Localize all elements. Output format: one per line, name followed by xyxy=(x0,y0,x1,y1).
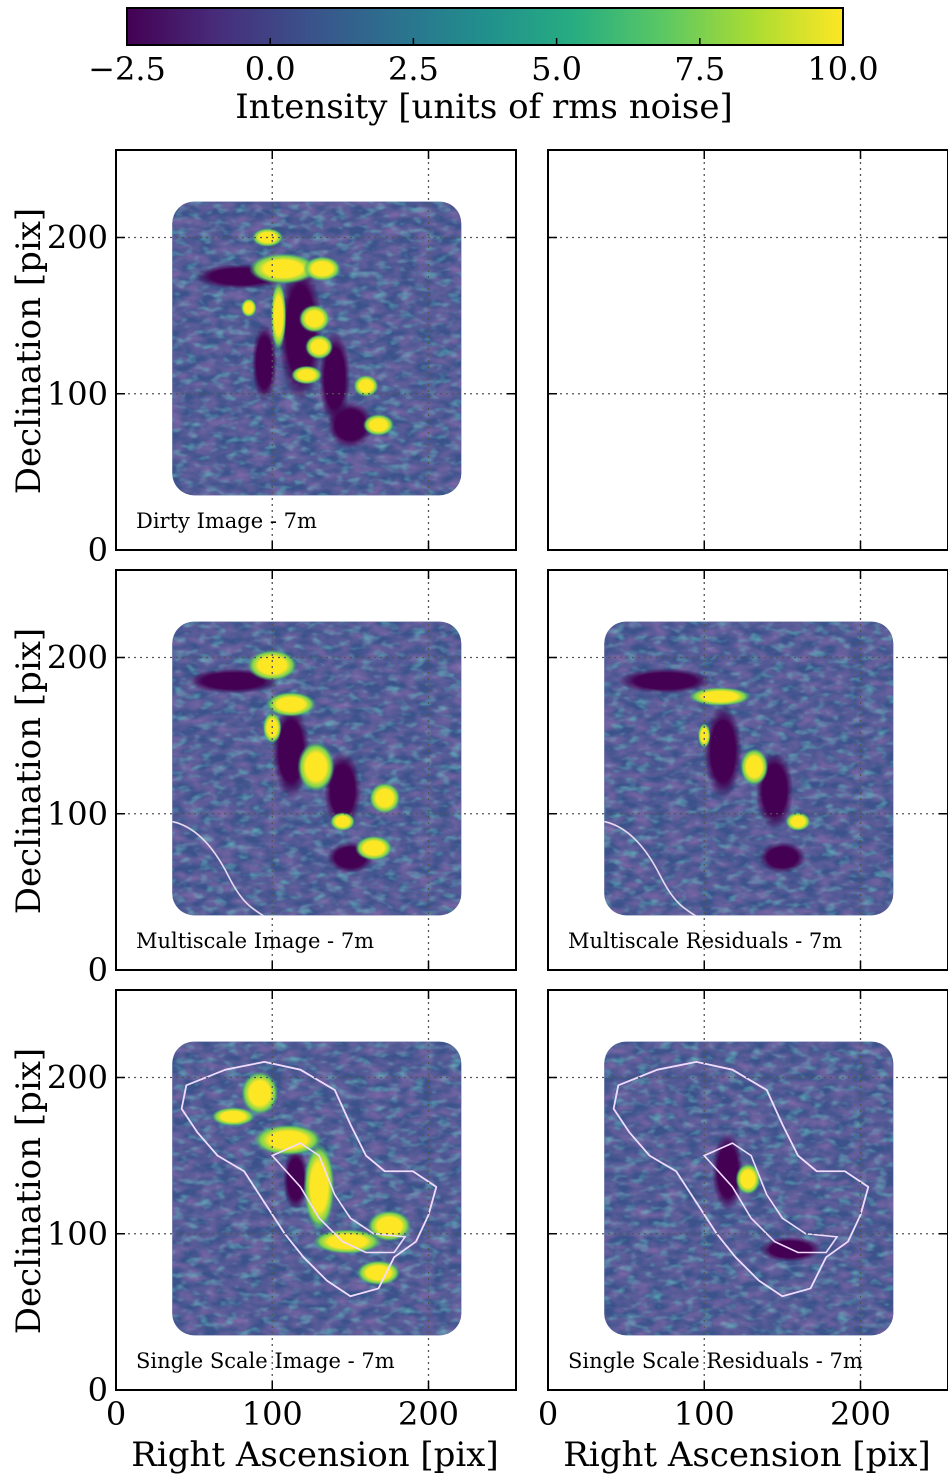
bright-feature xyxy=(735,1163,761,1195)
panel-6: 0 100 200 Single Scale Residuals - 7m xyxy=(538,989,948,1433)
panel-3: 0 100 200 Multiscale Image - 7m xyxy=(47,569,517,989)
panel-image xyxy=(172,201,462,496)
colorbar-tick-label: 7.5 xyxy=(674,50,725,88)
y-axis-label-row-1: Declination [pix] xyxy=(9,208,49,494)
bright-feature xyxy=(740,748,769,786)
panel-label: Dirty Image - 7m xyxy=(136,509,317,533)
colorbar-tick-label: 0.0 xyxy=(245,50,296,88)
contour-mask xyxy=(180,1060,438,1298)
x-tick-label: 0 xyxy=(106,1395,126,1433)
dark-feature xyxy=(758,841,806,874)
bright-feature xyxy=(211,1107,256,1126)
colorbar-gradient xyxy=(126,7,844,46)
bright-feature xyxy=(291,365,323,385)
panel-frame xyxy=(115,989,517,1391)
bright-feature xyxy=(688,687,752,706)
x-tick-label: 0 xyxy=(538,1395,558,1433)
panel-4: Multiscale Residuals - 7m xyxy=(547,569,948,971)
bright-feature xyxy=(369,782,401,814)
bright-feature xyxy=(353,375,379,397)
panel-image xyxy=(604,1041,894,1336)
colorbar-ticks: −2.5 0.0 2.5 5.0 7.5 10.0 xyxy=(88,38,879,88)
panel-frame xyxy=(547,149,948,551)
contour-line xyxy=(604,820,701,916)
bright-feature xyxy=(241,298,257,318)
dark-feature xyxy=(704,704,742,799)
panel-label: Single Scale Image - 7m xyxy=(136,1349,395,1373)
y-tick-label: 100 xyxy=(47,1215,108,1253)
bright-feature xyxy=(253,1124,323,1156)
bright-feature xyxy=(270,281,287,350)
x-tick-label: 100 xyxy=(674,1395,735,1433)
colorbar-tick-label: −2.5 xyxy=(88,50,166,88)
colorbar-tick-label: 2.5 xyxy=(388,50,439,88)
panel-1: 0 100 200 Dirty Image - 7m xyxy=(47,149,517,569)
colorbar-label: Intensity [units of rms noise] xyxy=(235,87,733,127)
bright-feature xyxy=(330,812,356,831)
x-tick-label: 200 xyxy=(398,1395,459,1433)
y-axis-label-row-3: Declination [pix] xyxy=(9,1048,49,1334)
y-tick-label: 0 xyxy=(88,951,108,989)
colorbar: −2.5 0.0 2.5 5.0 7.5 10.0 Intensity [units of… xyxy=(88,7,879,127)
panel-image xyxy=(172,621,462,916)
panel-image xyxy=(172,1041,462,1336)
bright-feature xyxy=(298,304,331,333)
x-axis-label-left: Right Ascension [pix] xyxy=(131,1435,499,1474)
panel-frame xyxy=(547,569,948,971)
bright-feature xyxy=(312,1229,382,1255)
panel-grid: 0 100 200 Dirty Image - 7m 0 100 200 Multiscale… xyxy=(47,149,948,1433)
bright-feature xyxy=(248,253,318,285)
bright-feature xyxy=(698,723,711,749)
bright-feature xyxy=(303,256,341,282)
panel-2 xyxy=(547,149,948,551)
bright-feature xyxy=(305,334,334,360)
bright-feature xyxy=(303,1143,335,1231)
bright-feature xyxy=(241,1071,279,1115)
dark-feature xyxy=(283,1147,309,1211)
bright-feature xyxy=(362,414,395,436)
bright-feature xyxy=(785,812,811,831)
contour-mask xyxy=(612,1060,870,1298)
y-tick-label: 0 xyxy=(88,1371,108,1409)
y-tick-label: 100 xyxy=(47,795,108,833)
y-axis-label-row-2: Declination [pix] xyxy=(9,628,49,914)
panel-label: Multiscale Image - 7m xyxy=(136,929,374,953)
x-axis-label-right: Right Ascension [pix] xyxy=(563,1435,931,1474)
contour-line xyxy=(172,820,269,916)
contour-mask-inner xyxy=(270,1142,407,1254)
y-tick-label: 200 xyxy=(47,1059,108,1097)
panel-frame xyxy=(547,989,948,1391)
colorbar-tick-label: 5.0 xyxy=(531,50,582,88)
bright-feature xyxy=(297,741,335,792)
contour-mask-inner xyxy=(702,1142,839,1254)
y-tick-label: 200 xyxy=(47,639,108,677)
panel-frame xyxy=(115,569,517,971)
panel-label: Single Scale Residuals - 7m xyxy=(568,1349,863,1373)
dark-feature xyxy=(251,323,277,402)
bright-feature xyxy=(355,835,393,861)
colorbar-tick-label: 10.0 xyxy=(807,50,878,88)
dark-feature xyxy=(326,401,374,449)
bright-feature xyxy=(266,691,316,717)
y-tick-label: 200 xyxy=(47,219,108,257)
x-tick-label: 100 xyxy=(242,1395,303,1433)
panel-image xyxy=(604,621,894,916)
y-tick-label: 0 xyxy=(88,531,108,569)
y-tick-label: 100 xyxy=(47,375,108,413)
bright-feature xyxy=(356,1260,401,1286)
x-tick-label: 200 xyxy=(830,1395,891,1433)
dark-feature xyxy=(618,668,713,694)
panel-frame xyxy=(115,149,517,551)
panel-label: Multiscale Residuals - 7m xyxy=(568,929,842,953)
